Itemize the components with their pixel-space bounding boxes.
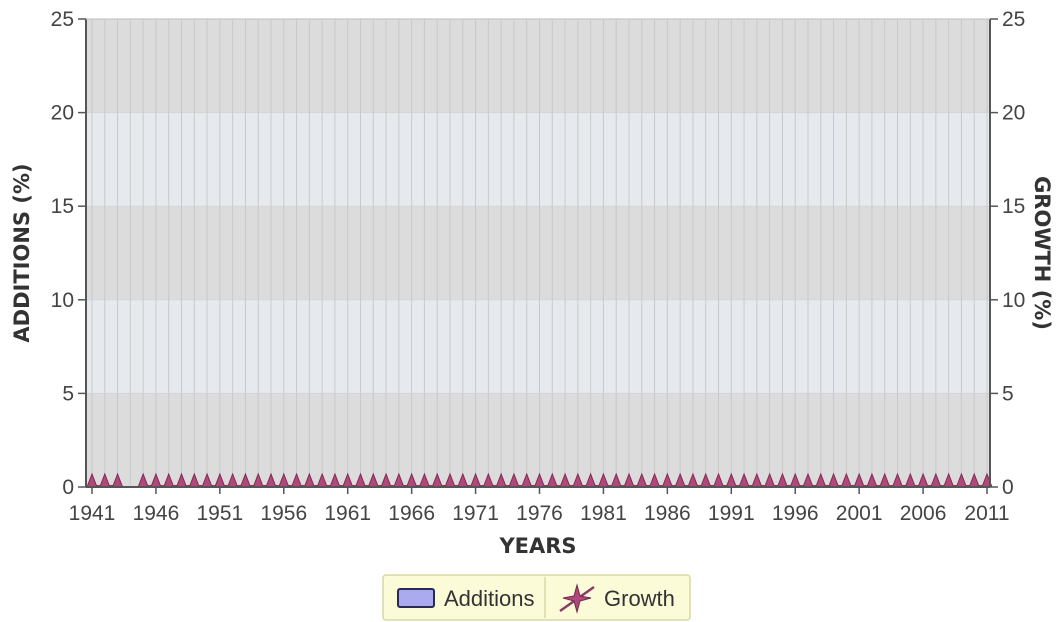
left-y-tick-label: 15 — [51, 195, 74, 218]
right-y-tick-labels: 0 5 10 15 20 25 — [1002, 8, 1025, 499]
x-tick-labels: 1941 1946 1951 1956 1961 1966 1971 1976 1981 1986… — [69, 502, 1010, 525]
right-y-tick-label: 5 — [1002, 382, 1014, 405]
x-tick-label: 2011 — [964, 502, 1009, 525]
left-y-axis-title: ADDITIONS (%) — [10, 163, 34, 342]
legend-box — [382, 574, 691, 621]
plot-band — [86, 112, 990, 207]
x-tick-label: 2006 — [900, 502, 947, 525]
x-tick-label: 1961 — [324, 502, 371, 525]
x-tick-label: 1991 — [708, 502, 755, 525]
left-y-tick-label: 5 — [62, 382, 74, 405]
legend-label-additions: Additions — [444, 586, 535, 611]
star-marker-icon — [562, 583, 592, 614]
x-tick-label: 1956 — [260, 502, 307, 525]
left-y-tick-label: 0 — [62, 476, 74, 499]
right-y-tick-label: 0 — [1002, 476, 1014, 499]
x-tick-label: 1986 — [644, 502, 691, 525]
x-axis-title: YEARS — [498, 534, 576, 558]
legend-item-additions[interactable]: Additions — [397, 586, 535, 611]
left-y-tick-label: 20 — [51, 102, 74, 125]
legend: Additions Growth — [382, 574, 691, 621]
additions-swatch-icon — [397, 588, 435, 608]
legend-label-growth: Growth — [604, 586, 675, 611]
right-y-tick-label: 25 — [1002, 8, 1025, 31]
growth-series — [86, 472, 993, 488]
x-tick-label: 1976 — [516, 502, 563, 525]
x-tick-label: 2001 — [836, 502, 883, 525]
plot-band — [86, 393, 990, 487]
right-y-tick-label: 10 — [1002, 289, 1025, 312]
x-tick-label: 1946 — [133, 502, 180, 525]
left-y-tick-label: 25 — [51, 8, 74, 31]
right-y-tick-label: 15 — [1002, 195, 1025, 218]
plot-band — [86, 299, 990, 394]
left-y-tick-labels: 0 5 10 15 20 25 — [51, 8, 74, 499]
left-y-tick-label: 10 — [51, 289, 74, 312]
vertical-gridlines — [91, 19, 988, 487]
x-tick-label: 1941 — [69, 502, 116, 525]
x-tick-label: 1951 — [196, 502, 243, 525]
right-y-tick-label: 20 — [1002, 102, 1025, 125]
legend-item-growth[interactable]: Growth — [559, 583, 675, 614]
right-y-axis-title: GROWTH (%) — [1030, 176, 1054, 330]
plot-band — [86, 206, 990, 300]
x-tick-label: 1971 — [452, 502, 499, 525]
x-tick-label: 1996 — [772, 502, 819, 525]
x-tick-label: 1966 — [388, 502, 435, 525]
x-tick-label: 1981 — [580, 502, 627, 525]
axes — [78, 18, 998, 494]
plot-band — [86, 19, 990, 113]
plot-background — [86, 18, 990, 488]
